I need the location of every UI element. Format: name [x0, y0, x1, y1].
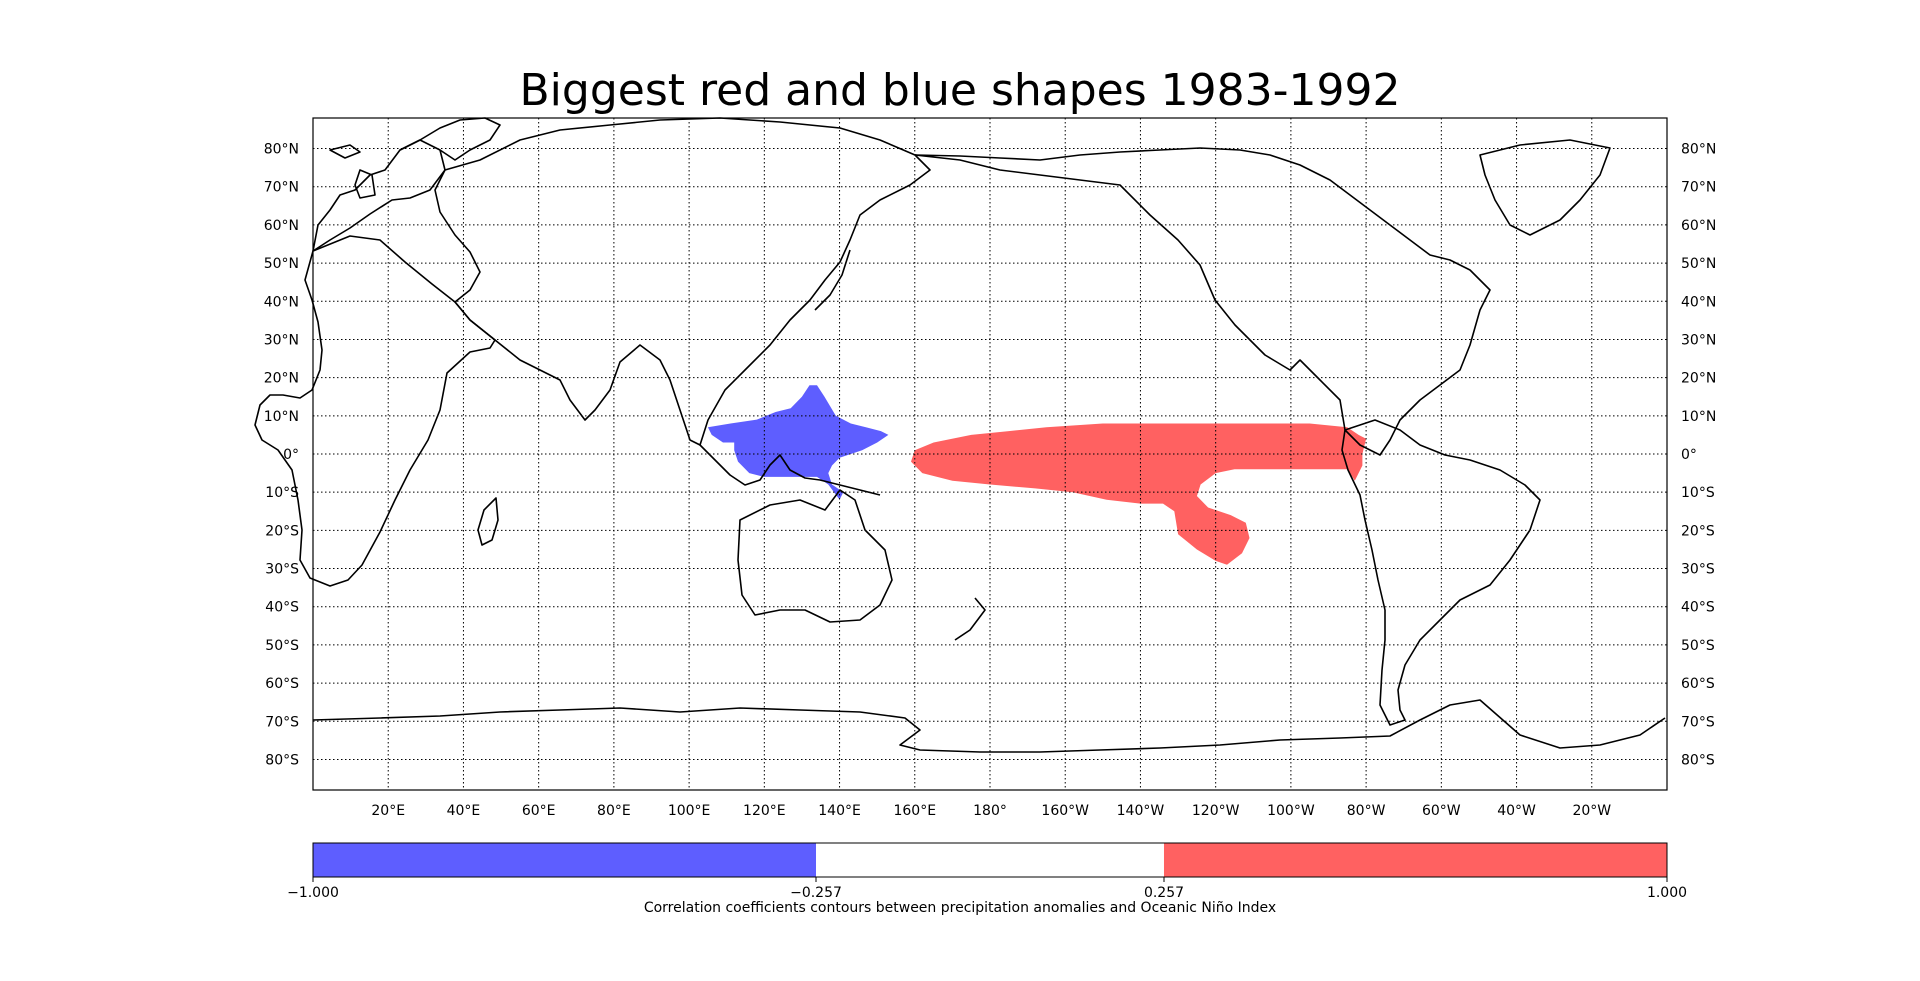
- coastline-iceland: [329, 144, 361, 159]
- lon-tick-label: 100°W: [1267, 803, 1315, 819]
- coastline-asia: [434, 117, 931, 446]
- coastline-maritime-continent: [699, 444, 881, 496]
- lat-tick-label-left: 80°N: [264, 142, 299, 158]
- lon-tick-label: 20°W: [1572, 803, 1611, 819]
- lat-tick-label-right: 30°N: [1681, 332, 1716, 348]
- lat-tick-label-left: 30°S: [265, 562, 299, 578]
- lat-tick-label-left: 40°S: [265, 600, 299, 616]
- colorbar-tick-label: −1.000: [287, 885, 339, 901]
- lat-tick-label-left: 10°S: [265, 485, 299, 501]
- colorbar-tick-label: −0.257: [790, 885, 842, 901]
- lat-tick-label-right: 30°S: [1681, 562, 1715, 578]
- lat-tick-label-right: 70°S: [1681, 714, 1715, 730]
- lon-tick-label: 160°E: [893, 803, 936, 819]
- coastline-europe: [312, 139, 446, 252]
- lon-tick-label: 100°E: [668, 803, 711, 819]
- colorbar-outline: [312, 842, 1668, 878]
- lat-tick-label-right: 80°N: [1681, 142, 1716, 158]
- lon-tick-label: 140°E: [818, 803, 861, 819]
- coastline-japan: [814, 249, 851, 311]
- lat-tick-label-right: 20°N: [1681, 371, 1716, 387]
- coastlines: [254, 117, 1666, 753]
- lon-tick-label: 60°W: [1422, 803, 1461, 819]
- lat-tick-label-left: 10°N: [264, 409, 299, 425]
- colorbar-segment: [816, 843, 1164, 877]
- coastline-south-america: [1341, 419, 1541, 726]
- colorbar-tick-label: 1.000: [1647, 885, 1687, 901]
- lat-tick-label-right: 50°S: [1681, 638, 1715, 654]
- lat-tick-label-right: 10°N: [1681, 409, 1716, 425]
- colorbar-caption: Correlation coefficients contours betwee…: [643, 900, 1277, 916]
- lat-tick-label-left: 70°S: [265, 714, 299, 730]
- map-title: Biggest red and blue shapes 1983-1992: [519, 65, 1401, 116]
- coastline-new-zealand: [954, 597, 986, 641]
- lat-tick-label-left: 0°: [283, 447, 299, 463]
- lon-tick-label: 120°E: [743, 803, 786, 819]
- lat-tick-label-right: 20°S: [1681, 523, 1715, 539]
- lat-tick-label-right: 50°N: [1681, 256, 1716, 272]
- coastline-greenland: [1479, 139, 1611, 236]
- coastline-madagascar: [477, 497, 499, 546]
- colorbar: −1.000 −0.257 0.257 1.000: [287, 842, 1687, 901]
- colorbar-segment: [313, 843, 817, 877]
- lat-tick-label-right: 70°N: [1681, 180, 1716, 196]
- lat-tick-label-left: 40°N: [264, 294, 299, 310]
- lon-tick-label: 60°E: [522, 803, 556, 819]
- lat-tick-label-left: 70°N: [264, 180, 299, 196]
- graticule: [313, 118, 1667, 790]
- lat-tick-label-right: 0°: [1681, 447, 1697, 463]
- colorbar-tick-label: 0.257: [1144, 885, 1184, 901]
- lat-tick-label-left: 20°N: [264, 371, 299, 387]
- correlation-regions: [707, 385, 1367, 565]
- lat-tick-label-left: 80°S: [265, 752, 299, 768]
- lon-tick-label: 80°W: [1347, 803, 1386, 819]
- lat-tick-label-left: 50°N: [264, 256, 299, 272]
- lat-tick-label-left: 60°S: [265, 676, 299, 692]
- region-negative-correlation: [707, 385, 889, 500]
- lon-tick-label: 40°E: [447, 803, 481, 819]
- lat-tick-label-left: 30°N: [264, 332, 299, 348]
- lon-tick-label: 140°W: [1117, 803, 1165, 819]
- lat-tick-label-left: 60°N: [264, 218, 299, 234]
- lat-tick-label-right: 60°N: [1681, 218, 1716, 234]
- lon-tick-label: 160°W: [1041, 803, 1089, 819]
- lat-tick-label-left: 20°S: [265, 523, 299, 539]
- lon-tick-label: 80°E: [597, 803, 631, 819]
- coastline-australia: [737, 489, 893, 623]
- lat-tick-label-left: 50°S: [265, 638, 299, 654]
- lat-tick-label-right: 40°N: [1681, 294, 1716, 310]
- colorbar-segment: [1163, 843, 1667, 877]
- lat-tick-label-right: 10°S: [1681, 485, 1715, 501]
- lat-tick-label-right: 40°S: [1681, 600, 1715, 616]
- coastline-british-isles: [354, 169, 376, 199]
- axis-ticks: 20°E 40°E 60°E 80°E 100°E 120°E 140°E 160°E 180°…: [264, 142, 1717, 819]
- region-positive-correlation: [911, 423, 1367, 565]
- lon-tick-label: 40°W: [1497, 803, 1536, 819]
- lon-tick-label: 20°E: [371, 803, 405, 819]
- coastline-scandinavia: [399, 117, 501, 161]
- coastline-antarctica: [312, 699, 1666, 753]
- lon-tick-label: 180°: [973, 803, 1007, 819]
- lat-tick-label-right: 60°S: [1681, 676, 1715, 692]
- lon-tick-label: 120°W: [1192, 803, 1240, 819]
- lat-tick-label-right: 80°S: [1681, 752, 1715, 768]
